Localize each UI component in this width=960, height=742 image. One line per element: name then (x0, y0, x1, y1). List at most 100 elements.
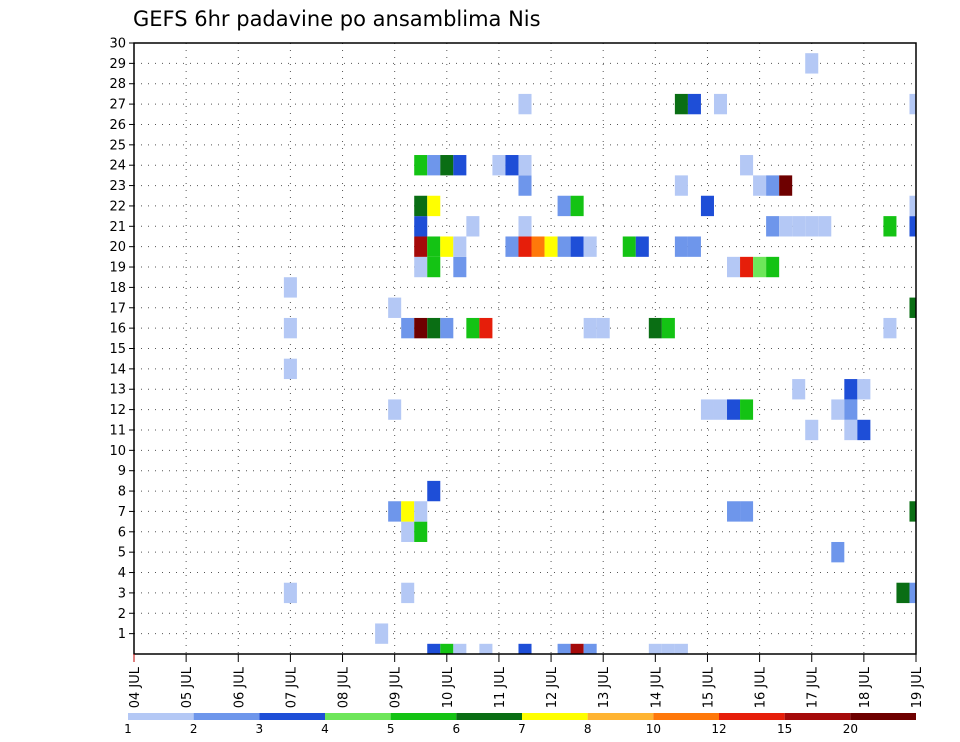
heatmap-cell (766, 175, 780, 196)
x-tick-label: 05 JUL (180, 666, 195, 708)
y-tick-label: 15 (109, 342, 126, 357)
heatmap-cell (427, 317, 441, 339)
heatmap-cell (427, 236, 441, 257)
heatmap-cell (427, 155, 441, 176)
x-tick-label: 16 JUL (754, 666, 769, 708)
heatmap-cell (479, 643, 493, 654)
heatmap-cell (909, 501, 916, 522)
legend-tick-label: 12 (711, 722, 726, 736)
heatmap-cell (713, 93, 728, 115)
heatmap-cell (479, 317, 493, 339)
heatmap-cell (440, 155, 454, 176)
y-tick-label: 3 (118, 586, 126, 601)
heatmap-cell (283, 317, 297, 339)
legend-tick-label: 20 (843, 722, 858, 736)
y-tick-label: 18 (109, 281, 126, 296)
y-tick-label: 5 (118, 546, 126, 561)
legend-tick-label: 8 (584, 722, 592, 736)
y-tick-label: 22 (109, 199, 126, 214)
heatmap-cell (401, 582, 415, 604)
heatmap-cell (518, 155, 532, 176)
heatmap-cell (557, 195, 571, 217)
heatmap-cell (414, 256, 428, 278)
legend-tick-label: 6 (453, 722, 461, 736)
y-tick-label: 9 (118, 464, 126, 479)
x-tick-label: 18 JUL (858, 666, 873, 708)
heatmap-cell (414, 236, 428, 257)
x-tick-label: 06 JUL (232, 666, 247, 708)
heatmap-cell (753, 175, 767, 196)
heatmap-cell (557, 643, 571, 654)
x-tick-label: 04 JUL (128, 666, 143, 708)
heatmap-cell (766, 256, 780, 278)
heatmap-cell (713, 399, 728, 420)
heatmap-cell (883, 216, 897, 237)
y-tick-label: 19 (109, 261, 126, 276)
heatmap-cell (674, 643, 688, 654)
heatmap-cell (727, 256, 741, 278)
legend-swatch (587, 713, 654, 720)
x-tick-label: 12 JUL (545, 666, 560, 708)
heatmap-cell (570, 195, 584, 217)
heatmap-cell (883, 317, 897, 339)
heatmap-cell (557, 236, 571, 257)
heatmap-cell (570, 643, 584, 654)
y-tick-label: 10 (109, 444, 126, 459)
y-tick-label: 7 (118, 505, 126, 520)
heatmap-cell (453, 236, 467, 257)
heatmap-cell (844, 399, 858, 420)
y-axis-ticks: 1234567891011121314151617181920212223242… (109, 37, 134, 642)
heatmap-cell (779, 216, 793, 237)
heatmap-cell (453, 256, 467, 278)
heatmap-cell (596, 317, 610, 339)
y-tick-label: 28 (109, 77, 126, 92)
heatmap-cell (727, 501, 741, 522)
y-tick-label: 8 (118, 485, 126, 500)
heatmap-cell (401, 521, 415, 542)
legend-tick-label: 1 (124, 722, 132, 736)
x-tick-label: 19 JUL (910, 666, 925, 708)
x-tick-label: 14 JUL (649, 666, 664, 708)
heatmap-cell (622, 236, 636, 257)
heatmap-cell (414, 521, 428, 542)
heatmap-cell (792, 379, 806, 400)
heatmap-cell (648, 643, 662, 654)
legend-swatch (522, 713, 588, 720)
legend-tick-label: 10 (646, 722, 661, 736)
heatmap-cell (753, 256, 767, 278)
y-tick-label: 6 (118, 525, 126, 540)
x-tick-label: 13 JUL (597, 666, 612, 708)
heatmap-cell (857, 419, 871, 441)
legend-swatch (456, 713, 522, 720)
heatmap-cell (805, 53, 819, 74)
legend-swatch (193, 713, 260, 720)
heatmap-cell (674, 93, 688, 115)
heatmap-cell (740, 155, 754, 176)
heatmap-cell (414, 216, 428, 237)
heatmap-cell (440, 643, 454, 654)
heatmap-cell (805, 419, 819, 441)
heatmap-cell (388, 399, 402, 420)
x-tick-label: 09 JUL (389, 666, 404, 708)
heatmap-cell (518, 175, 532, 196)
y-tick-label: 26 (109, 118, 126, 133)
heatmap-cell (687, 236, 701, 257)
heatmap-cell (896, 582, 910, 604)
heatmap-cell (648, 317, 662, 339)
heatmap-cell (661, 317, 675, 339)
heatmap-cell (427, 643, 441, 654)
heatmap-cell (740, 501, 754, 522)
heatmap-cell (453, 155, 467, 176)
heatmap-cell (440, 236, 454, 257)
heatmap-cell (518, 643, 532, 654)
x-axis-ticks: 04 JUL 05 JUL 06 JUL 07 JUL 08 JUL 09 JUL 10 J… (128, 654, 925, 708)
heatmap-cell (388, 501, 402, 522)
heatmap-cell (805, 216, 819, 237)
y-tick-label: 16 (109, 322, 126, 337)
heatmap-cell (818, 216, 832, 237)
y-tick-label: 24 (109, 159, 126, 174)
heatmap-cell (831, 399, 845, 420)
legend-tick-label: 4 (321, 722, 329, 736)
heatmap-cell (779, 175, 793, 196)
heatmap-cell (583, 236, 597, 257)
